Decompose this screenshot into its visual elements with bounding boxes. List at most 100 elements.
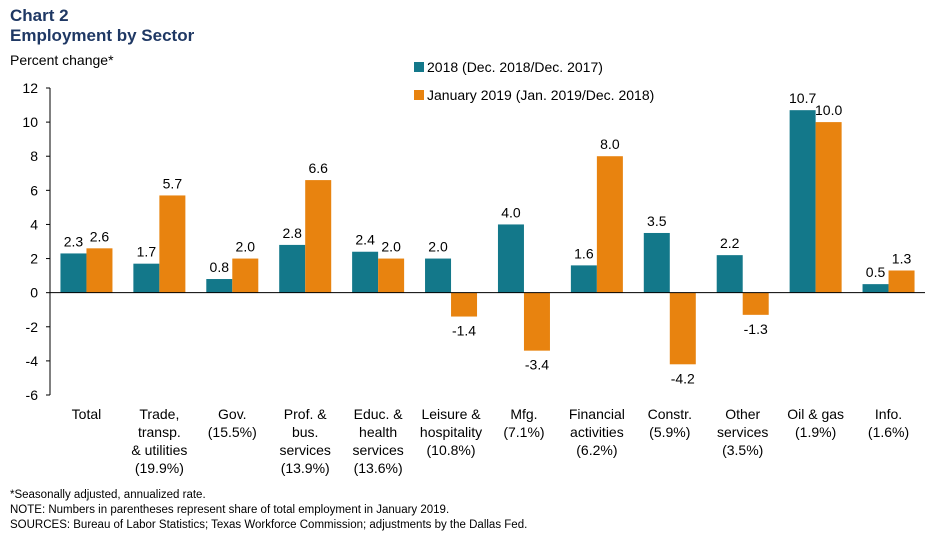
x-category-label: (6.2%) — [576, 442, 617, 458]
y-tick-label: 10 — [22, 114, 38, 130]
x-category-label: (1.9%) — [795, 424, 836, 440]
x-category-label: activities — [570, 424, 624, 440]
y-tick-label: 0 — [30, 285, 38, 301]
bar-jan-2019 — [523, 292, 550, 351]
bar-2018 — [716, 255, 743, 293]
x-category-label: transp. — [138, 424, 181, 440]
x-category-label: Trade, — [139, 406, 179, 422]
y-tick-label: -6 — [26, 387, 39, 403]
data-label-2018: 2.0 — [428, 239, 448, 255]
x-category-label: Gov. — [218, 406, 247, 422]
y-tick-label: 12 — [22, 80, 38, 96]
data-label-2018: 4.0 — [501, 204, 521, 220]
data-label-2018: 3.5 — [647, 213, 667, 229]
data-label-jan-2019: 2.0 — [236, 239, 256, 255]
bar-jan-2019 — [232, 258, 259, 293]
x-category-label: Total — [72, 406, 102, 422]
chart-title: Employment by Sector — [10, 26, 195, 45]
legend-label-jan-2019: January 2019 (Jan. 2019/Dec. 2018) — [427, 87, 655, 103]
bar-jan-2019 — [888, 270, 915, 293]
x-category-label: (1.6%) — [868, 424, 909, 440]
bar-2018 — [133, 263, 160, 293]
data-label-2018: 2.2 — [720, 235, 740, 251]
bar-2018 — [206, 279, 233, 293]
bar-jan-2019 — [86, 248, 113, 293]
y-tick-label: 2 — [30, 251, 38, 267]
x-category-label: Prof. & — [284, 406, 327, 422]
x-category-label: Mfg. — [510, 406, 537, 422]
bar-2018 — [789, 110, 816, 293]
legend-item-2018: 2018 (Dec. 2018/Dec. 2017) — [414, 59, 603, 75]
bar-jan-2019 — [451, 292, 478, 317]
y-tick-label: 6 — [30, 182, 38, 198]
x-category-label: Other — [725, 406, 760, 422]
footnote-note: NOTE: Numbers in parentheses represent s… — [10, 504, 450, 516]
x-category-label: services — [280, 442, 331, 458]
x-category-label: health — [359, 424, 397, 440]
bar-jan-2019 — [378, 258, 405, 293]
data-label-2018: 0.8 — [210, 259, 230, 275]
x-category-label: (15.5%) — [208, 424, 257, 440]
data-label-2018: 2.8 — [282, 225, 302, 241]
data-label-2018: 1.6 — [574, 245, 594, 261]
bar-2018 — [425, 258, 452, 293]
x-category-label: Info. — [875, 406, 902, 422]
bar-2018 — [279, 244, 306, 293]
bar-jan-2019 — [159, 195, 186, 293]
x-category-label: (13.9%) — [281, 460, 330, 476]
footnote-sources: SOURCES: Bureau of Labor Statistics; Tex… — [10, 519, 528, 531]
bar-2018 — [60, 253, 87, 293]
data-label-jan-2019: -3.4 — [525, 357, 549, 373]
bar-jan-2019 — [742, 292, 769, 315]
data-label-jan-2019: 2.6 — [90, 228, 110, 244]
data-label-jan-2019: 2.0 — [381, 239, 401, 255]
data-label-2018: 2.3 — [64, 233, 84, 249]
x-category-label: & utilities — [131, 442, 187, 458]
data-label-2018: 1.7 — [137, 244, 157, 260]
x-category-label: (10.8%) — [427, 442, 476, 458]
x-category-label: Constr. — [648, 406, 692, 422]
x-category-label: Leisure & — [421, 406, 481, 422]
legend-swatch-2018 — [414, 62, 424, 72]
x-category-label: (13.6%) — [354, 460, 403, 476]
y-axis-label: Percent change* — [10, 52, 114, 68]
footnote-seasonal: *Seasonally adjusted, annualized rate. — [10, 489, 206, 501]
data-label-2018: 10.7 — [789, 90, 816, 106]
bar-2018 — [570, 265, 597, 293]
bar-2018 — [497, 224, 524, 293]
bar-jan-2019 — [305, 180, 332, 293]
x-category-label: Oil & gas — [787, 406, 844, 422]
x-category-label: (5.9%) — [649, 424, 690, 440]
x-category-label: (19.9%) — [135, 460, 184, 476]
data-label-jan-2019: 1.3 — [892, 250, 912, 266]
x-category-label: hospitality — [420, 424, 482, 440]
data-label-jan-2019: 8.0 — [600, 136, 620, 152]
bar-jan-2019 — [815, 122, 842, 293]
data-label-2018: 2.4 — [355, 232, 375, 248]
y-tick-label: -4 — [26, 353, 39, 369]
x-category-label: bus. — [292, 424, 318, 440]
data-label-jan-2019: -1.3 — [744, 321, 768, 337]
bar-2018 — [352, 251, 379, 293]
x-category-label: services — [717, 424, 768, 440]
bar-2018 — [862, 284, 889, 293]
data-label-jan-2019: -4.2 — [671, 370, 695, 386]
x-category-label: (3.5%) — [722, 442, 763, 458]
y-tick-label: 4 — [30, 216, 38, 232]
y-tick-label: 8 — [30, 148, 38, 164]
x-category-label: (7.1%) — [503, 424, 544, 440]
chart-number: Chart 2 — [10, 6, 69, 25]
data-label-jan-2019: 5.7 — [163, 175, 183, 191]
legend-label-2018: 2018 (Dec. 2018/Dec. 2017) — [427, 59, 603, 75]
x-category-label: services — [352, 442, 403, 458]
bar-jan-2019 — [596, 156, 623, 293]
legend-item-jan-2019: January 2019 (Jan. 2019/Dec. 2018) — [414, 87, 654, 103]
bar-2018 — [643, 232, 670, 293]
bar-jan-2019 — [669, 292, 696, 365]
legend-swatch-jan-2019 — [414, 90, 424, 100]
data-label-2018: 0.5 — [866, 264, 886, 280]
x-category-label: Educ. & — [354, 406, 404, 422]
y-tick-label: -2 — [26, 319, 39, 335]
data-label-jan-2019: 6.6 — [308, 160, 328, 176]
